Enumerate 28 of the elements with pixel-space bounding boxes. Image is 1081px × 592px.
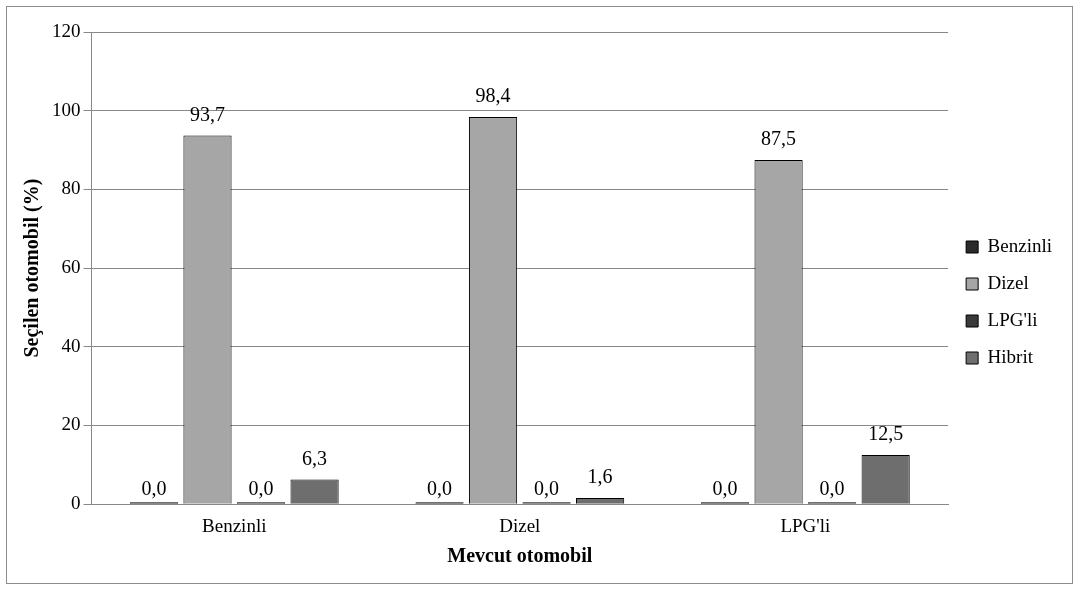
y-tick-label: 100 xyxy=(52,98,81,120)
data-label: 98,4 xyxy=(475,84,511,107)
data-label: 6,3 xyxy=(302,446,328,469)
data-label: 0,0 xyxy=(534,477,560,500)
y-tick-label: 40 xyxy=(61,334,81,356)
y-tick-label: 120 xyxy=(52,19,81,41)
y-axis-title: Seçilen otomobil (%) xyxy=(20,178,44,358)
data-label: 0,0 xyxy=(819,477,845,500)
x-axis-title: Mevcut otomobil xyxy=(447,544,593,567)
y-tick-label: 0 xyxy=(71,492,81,514)
x-tick-label: LPG'li xyxy=(780,514,831,536)
data-label: 1,6 xyxy=(587,465,613,488)
data-label: 0,0 xyxy=(427,477,452,500)
data-label: 93,7 xyxy=(190,102,225,125)
data-label: 0,0 xyxy=(141,477,167,500)
y-tick-label: 60 xyxy=(61,256,81,278)
y-tick-label: 80 xyxy=(61,177,81,199)
data-label: 0,0 xyxy=(248,477,274,500)
x-tick-label: Dizel xyxy=(499,514,541,536)
legend-label: Benzinli xyxy=(987,234,1053,256)
data-label: 12,5 xyxy=(868,422,904,445)
x-tick-label: Benzinli xyxy=(202,514,267,536)
data-label: 0,0 xyxy=(712,477,738,500)
legend-label: Hibrit xyxy=(987,345,1034,367)
y-tick-label: 20 xyxy=(61,413,81,435)
data-label: 87,5 xyxy=(761,127,797,150)
legend-label: Dizel xyxy=(987,271,1029,293)
legend-label: LPG'li xyxy=(987,308,1038,330)
